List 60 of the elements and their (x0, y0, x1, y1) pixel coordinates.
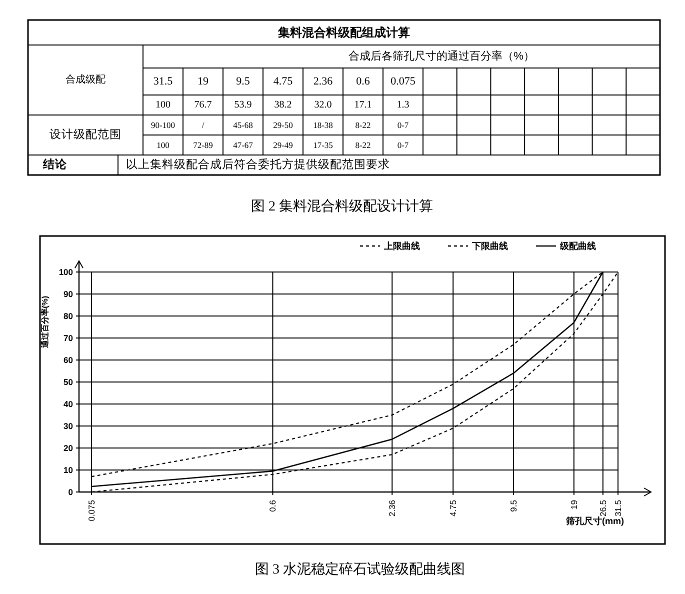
y-axis-title: 通过百分率(%) (40, 295, 50, 350)
x-tick-label: 0.6 (268, 500, 278, 512)
caption: 图 2 集料混合料级配设计计算 (251, 198, 433, 214)
category-label: 设计级配范围 (50, 129, 122, 141)
x-tick-label: 19 (568, 500, 579, 510)
text: 53.9 (234, 100, 252, 110)
category-label: 合成级配 (66, 74, 106, 86)
text: 集料混合料级配组成计算 (277, 26, 410, 40)
text: 8-22 (355, 120, 371, 130)
text: 47-67 (233, 140, 253, 150)
text: 29-49 (273, 140, 293, 150)
category-label: 19 (198, 76, 209, 88)
text: 17.1 (354, 100, 372, 110)
legend-label: 级配曲线 (559, 241, 596, 251)
text: 29-50 (273, 120, 293, 130)
text: 17-35 (313, 140, 333, 150)
y-tick-label: 20 (64, 443, 74, 453)
text: 合成后各筛孔尺寸的通过百分率（%） (348, 50, 534, 62)
text: 72-89 (193, 140, 213, 150)
y-tick-label: 30 (64, 421, 74, 431)
text: 图 3 水泥稳定碎石试验级配曲线图 (255, 562, 465, 578)
category-label: 4.75 (273, 76, 294, 88)
y-tick-label: 10 (64, 465, 74, 475)
text: 100 (156, 140, 170, 150)
text: 以上集料级配合成后符合委托方提供级配范围要求 (126, 157, 390, 171)
category-label: 9.5 (236, 76, 250, 88)
text: 45-68 (233, 120, 253, 130)
text: 90-100 (150, 120, 176, 130)
y-tick-label: 70 (64, 333, 74, 343)
text: 32.0 (314, 100, 332, 110)
text: 100 (156, 100, 170, 110)
text: 18-38 (313, 120, 333, 130)
text: 0-7 (397, 120, 409, 130)
y-tick-label: 40 (64, 399, 74, 409)
y-tick-label: 90 (64, 289, 74, 299)
y-tick-label: 80 (64, 311, 74, 321)
y-tick-label: 60 (64, 355, 74, 365)
text: 0-7 (397, 140, 409, 150)
text: 1.3 (396, 100, 410, 110)
y-tick-label: 0 (68, 487, 74, 497)
x-tick-label: 0.075 (86, 500, 96, 522)
text: / (202, 120, 204, 130)
legend-label: 下限曲线 (471, 241, 508, 251)
x-tick-label: 26.5 (598, 500, 608, 517)
y-tick-label: 100 (58, 267, 74, 277)
text: 38.2 (274, 100, 292, 110)
x-tick-label: 2.36 (387, 500, 398, 517)
x-tick-label: 31.5 (613, 500, 623, 517)
text: 76.7 (194, 100, 212, 110)
x-tick-label: 4.75 (448, 500, 458, 517)
category-label: 2.36 (313, 76, 334, 88)
category-label: 0.6 (356, 76, 370, 88)
x-tick-label: 9.5 (508, 500, 519, 512)
legend-label: 上限曲线 (383, 241, 420, 251)
category-label: 0.075 (390, 76, 416, 88)
category-label: 结论 (43, 159, 67, 171)
category-label: 31.5 (153, 76, 174, 88)
x-axis-title: 筛孔尺寸(mm) (565, 516, 624, 526)
y-tick-label: 50 (64, 377, 74, 387)
text: 8-22 (355, 140, 371, 150)
